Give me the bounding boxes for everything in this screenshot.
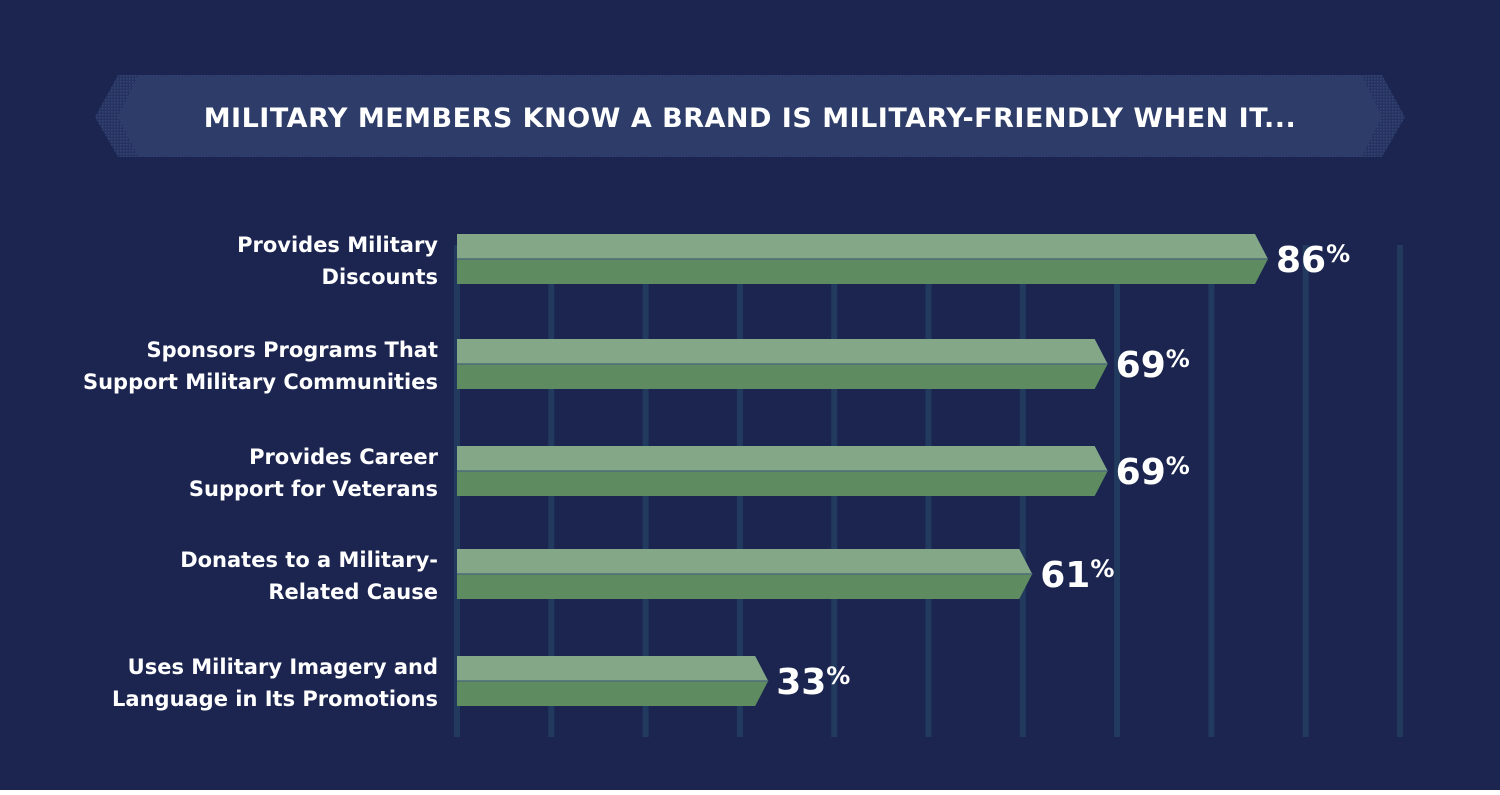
bar-top [457,446,1108,471]
gridline [1397,245,1403,737]
percent-sign: % [1166,345,1190,373]
category-label: Uses Military Imagery and [128,655,438,679]
category-label: Donates to a Military- [180,548,438,572]
bar-bottom [457,364,1108,389]
value-label: 33% [776,662,850,703]
bar-bottom [457,471,1108,496]
category-label: Discounts [322,265,438,289]
gridline [1208,245,1215,737]
value-label: 69% [1116,345,1190,386]
percent-sign: % [1090,555,1114,583]
value-label: 86% [1276,240,1350,281]
category-label: Provides Career [249,445,439,469]
bar-top [457,549,1033,574]
category-label: Language in Its Promotions [112,687,438,711]
bar-bottom [457,259,1268,284]
gridline [1114,245,1121,737]
bottom-border [0,790,1500,795]
bar-group: Donates to a Military- Related Cause 61% [180,548,1114,604]
chart-title: MILITARY MEMBERS KNOW A BRAND IS MILITAR… [204,103,1297,134]
bar-group: Provides Career Support for Veterans 69% [189,445,1190,501]
bar-group: Uses Military Imagery and Language in Its… [112,655,850,711]
category-label: Related Cause [268,580,438,604]
bar-bottom [457,681,769,706]
bar-top [457,339,1108,364]
bar-group: Sponsors Programs That Support Military C… [83,338,1190,394]
bar-top [457,656,769,681]
category-label: Support Military Communities [83,370,438,394]
banner-inner [118,76,1382,156]
gridline [1302,245,1309,737]
percent-sign: % [1326,240,1350,268]
value-label: 61% [1040,555,1114,596]
percent-sign: % [1166,452,1190,480]
value-label: 69% [1116,452,1190,493]
bars: Provides Military Discounts 86% Sponsors Pr… [83,233,1350,711]
percent-sign: % [826,662,850,690]
bar-group: Provides Military Discounts 86% [237,233,1350,289]
bar-bottom [457,574,1033,599]
title-banner: MILITARY MEMBERS KNOW A BRAND IS MILITAR… [95,75,1405,157]
category-label: Sponsors Programs That [146,338,438,362]
bar-top [457,234,1268,259]
category-label: Support for Veterans [189,477,438,501]
category-label: Provides Military [237,233,438,257]
